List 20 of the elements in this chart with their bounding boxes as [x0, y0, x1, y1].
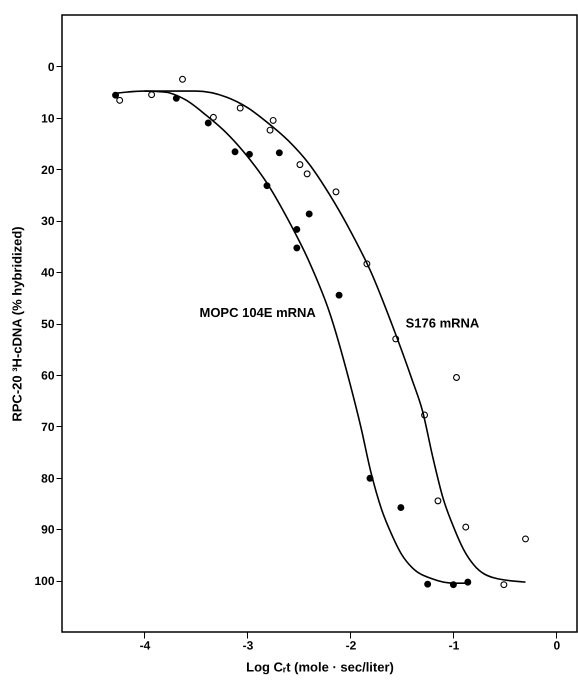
y-tick-label: 90: [41, 522, 55, 537]
y-axis-title: RPC-20 ³H-cDNA (% hybridized): [9, 226, 24, 422]
y-tick-label: 60: [41, 368, 55, 382]
series-label: S176 mRNA: [406, 316, 480, 330]
x-tick-label: -3: [242, 638, 254, 652]
y-tick-label: 20: [41, 162, 55, 177]
x-tick-label: 0: [554, 638, 561, 652]
y-tick-label: 70: [41, 420, 55, 434]
y-tick-label: 30: [41, 214, 55, 228]
series-label: MOPC 104E mRNA: [199, 305, 316, 320]
x-tick-label: -4: [140, 638, 151, 652]
y-tick-label: 40: [41, 266, 55, 280]
y-tick-label: 100: [34, 574, 55, 588]
x-tick-label: -1: [448, 638, 460, 652]
y-tick-label: 50: [41, 317, 55, 331]
x-tick-label: -2: [346, 638, 357, 652]
y-tick-label: 10: [41, 111, 55, 126]
x-axis-title: Log Cᵣt (mole · sec/liter): [246, 660, 394, 674]
y-tick-label: 80: [41, 471, 55, 486]
y-tick-label: 0: [48, 60, 55, 74]
